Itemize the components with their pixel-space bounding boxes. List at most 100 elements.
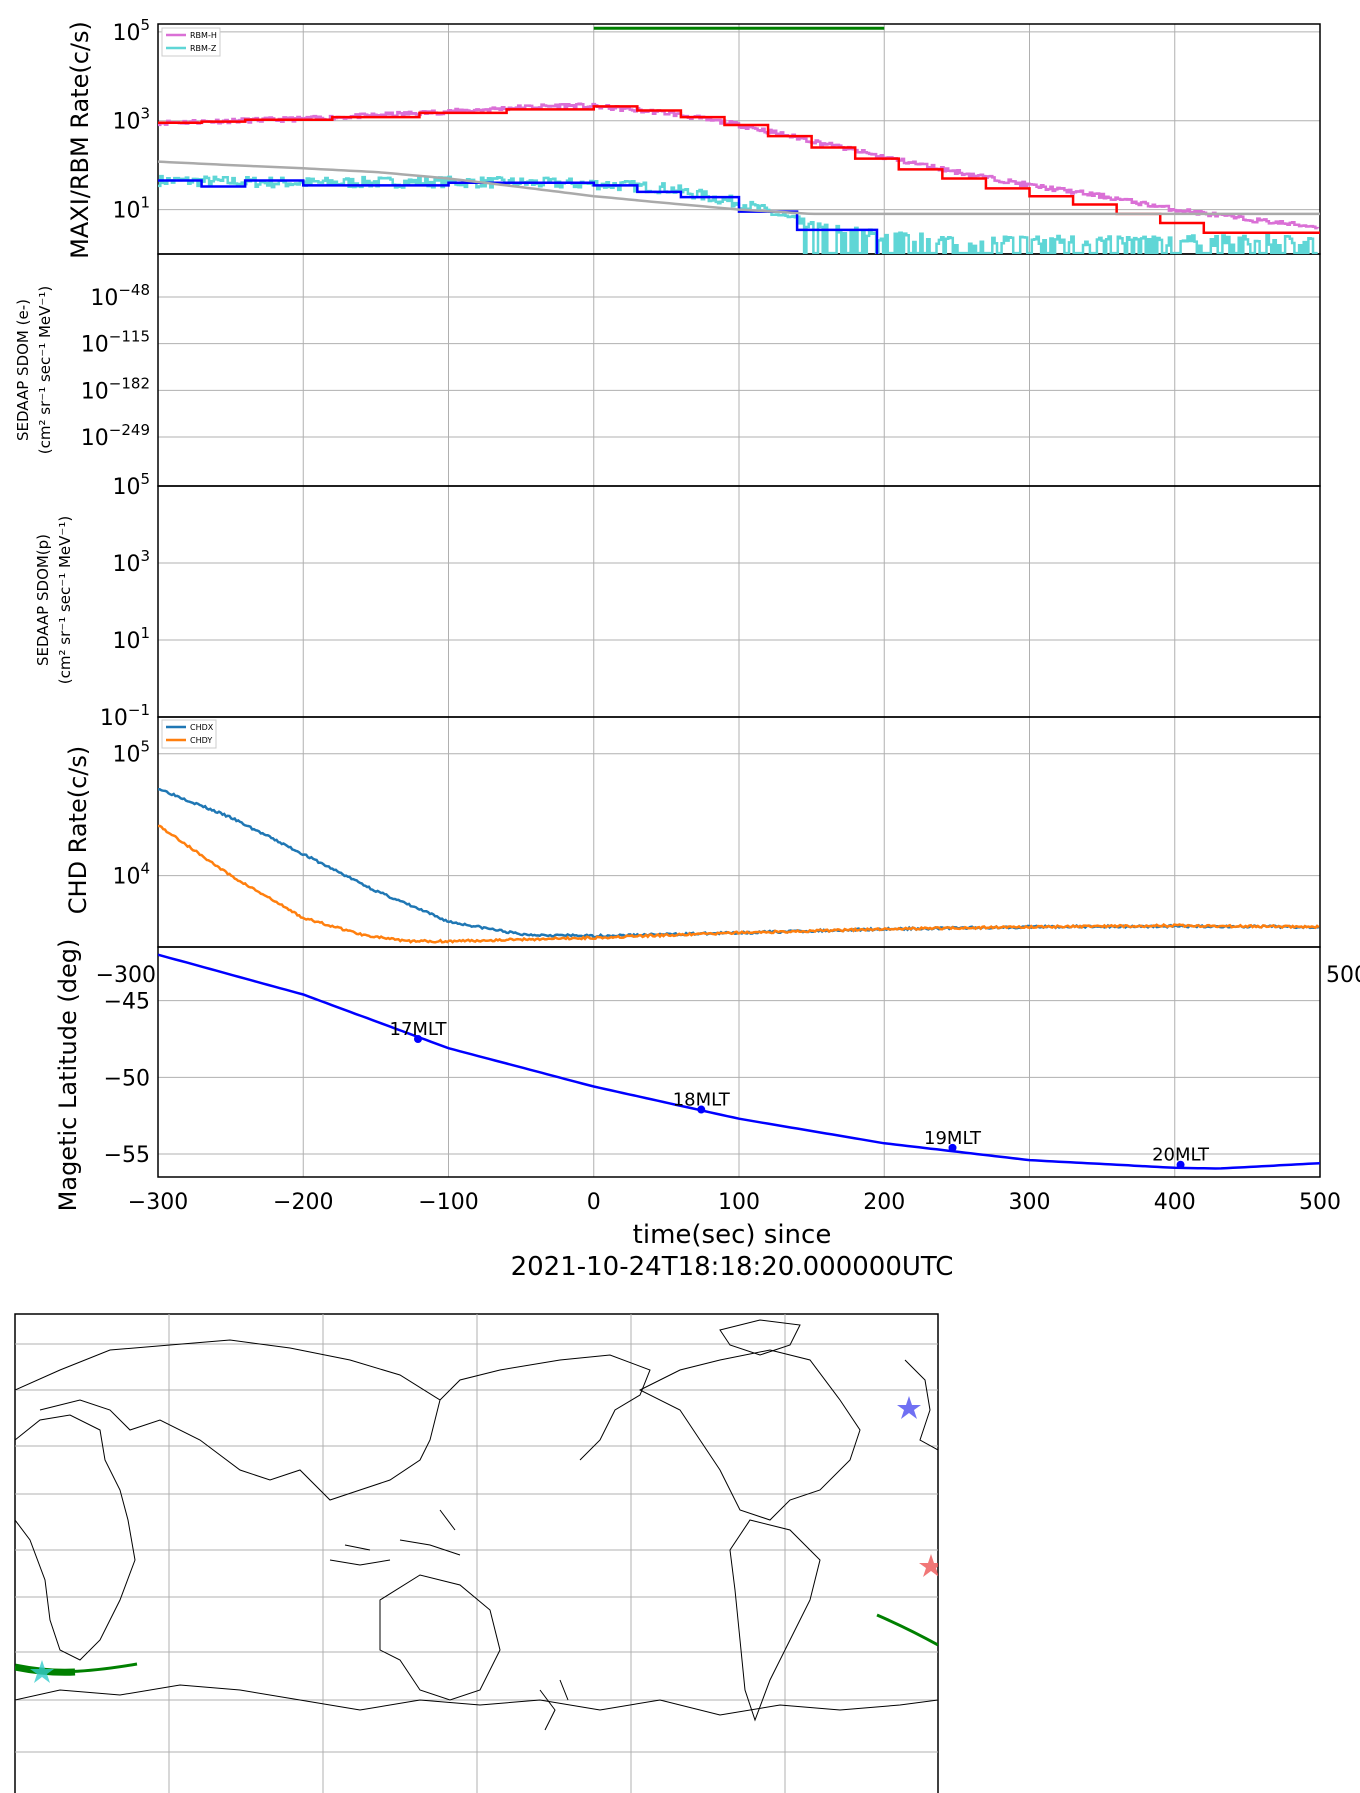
chd-ytick-label-exponent: 4: [140, 860, 150, 878]
orbit-track-right: [876, 1613, 938, 1647]
chd-ytick-label: 104: [112, 860, 150, 890]
xlabel-line2: 2021-10-24T18:18:20.000000UTC: [511, 1252, 954, 1282]
xtick-label: 100: [718, 1190, 760, 1215]
rbm-ytick-label: 101: [112, 194, 150, 224]
coast-newzealand: [539, 1679, 569, 1731]
chdy-line: [158, 824, 1320, 944]
tick-labels: 10110310510−4810−11510−18210−24910−11011…: [81, 16, 1360, 1215]
world-map: [14, 1313, 939, 1793]
sdom-e-ylabel-line2: (cm² sr⁻¹ sec⁻¹ MeV⁻¹): [36, 286, 54, 454]
sdom-p-ytick-label-exponent: 5: [140, 470, 150, 488]
coast-south-america: [729, 1519, 821, 1722]
sdom-e-ytick-label: 10−249: [81, 421, 150, 451]
maglat-ytick-label: −55: [104, 1143, 150, 1168]
sdom-p-ytick-label-base: 10: [112, 552, 140, 577]
maglat-panel-frame: [157, 946, 1321, 1178]
sdom-p-ytick-label: 103: [112, 547, 150, 577]
xtick-label: 400: [1154, 1190, 1196, 1215]
xtick-label: 500: [1299, 1190, 1341, 1215]
rbm-ytick-label-exponent: 1: [140, 194, 150, 212]
legend-label-rbm-h: RBM-H: [190, 31, 217, 40]
sdom-p-ylabel-line1: SEDAAP SDOM(p): [34, 534, 52, 666]
sdom-e-ytick-label-exponent: −48: [118, 281, 150, 299]
sdom-p-ytick-label: 10−1: [100, 701, 150, 731]
coast-asia-east: [439, 1354, 651, 1461]
sdom-p-ytick-label-base: 10: [112, 629, 140, 654]
sdom-e-ylabel-line1: SEDAAP SDOM (e-): [14, 299, 32, 441]
rbm-ytick-label: 105: [112, 16, 150, 46]
sdom-p-ytick-label-exponent: −1: [128, 701, 150, 719]
background-model-line: [158, 160, 1320, 216]
blue-star-icon: [897, 1396, 921, 1419]
sdom-p-ytick-label-base: 10: [112, 475, 140, 500]
xtick-label: −200: [273, 1190, 333, 1215]
rbm-z-line: [158, 174, 1318, 254]
sdom-e-ytick-label: 10−182: [81, 374, 150, 404]
rbm-ytick-label-exponent: 5: [140, 16, 150, 34]
sdom-e-ytick-label: 10−115: [81, 328, 150, 358]
panel-frames: [157, 23, 1321, 1178]
sdom-p-ytick-label-base: 10: [100, 706, 128, 731]
xtick-label: −300: [128, 1190, 188, 1215]
coast-australia: [379, 1574, 501, 1701]
mlt-marker-point: [413, 1035, 422, 1043]
xtick-label-partial: 500: [1326, 963, 1360, 988]
mlt-marker-point: [697, 1105, 706, 1114]
chdx-line: [158, 788, 1320, 939]
xtick-label: 200: [863, 1190, 905, 1215]
chd-ytick-label-base: 10: [112, 865, 140, 890]
chd-ytick-label: 105: [112, 738, 150, 768]
maglat-plot: 17MLT 18MLT 19MLT 20MLT: [158, 953, 1320, 1170]
chd-ytick-label-base: 10: [112, 743, 140, 768]
chd-ylabel: CHD Rate(c/s): [64, 746, 92, 914]
rbm-ytick-label-exponent: 3: [140, 105, 150, 123]
maglat-line: [158, 953, 1320, 1170]
rbm-ylabel: MAXI/RBM Rate(c/s): [66, 21, 94, 259]
maglat-ytick-label: −45: [104, 990, 150, 1015]
xtick-label-partial: −300: [96, 963, 156, 988]
mlt-annotation-label: 19MLT: [924, 1128, 982, 1149]
maglat-ylabel: Magetic Latitude (deg): [54, 939, 82, 1212]
coast-africa: [15, 1414, 136, 1661]
cyan-star-icon: [30, 1660, 54, 1683]
sdom-e-ytick-label-base: 10: [90, 286, 118, 311]
coastlines: [15, 1319, 938, 1731]
sdom-p-ytick-label: 105: [112, 470, 150, 500]
coast-greenland: [719, 1319, 801, 1356]
grid-lines: [158, 24, 1320, 1177]
map-stars: [30, 1396, 938, 1683]
xtick-label: 300: [1009, 1190, 1051, 1215]
coast-eurasia: [15, 1339, 441, 1501]
rbm-plot: [158, 26, 1320, 254]
sdom-e-ytick-label-exponent: −115: [109, 328, 150, 346]
chd-plot: [158, 788, 1320, 944]
legend-label-chdx: CHDX: [190, 723, 214, 732]
sdom-e-ytick-label-base: 10: [81, 333, 109, 358]
maglat-ytick-label: −50: [104, 1066, 150, 1091]
rbm-ytick-label-base: 10: [112, 110, 140, 135]
coast-antarctica: [15, 1684, 938, 1716]
legend-label-rbm-z: RBM-Z: [190, 44, 217, 53]
rbm-ytick-label-base: 10: [112, 199, 140, 224]
sdom-p-ytick-label: 101: [112, 624, 150, 654]
sdom-e-ytick-label-base: 10: [81, 379, 109, 404]
sdom-e-ytick-label-base: 10: [81, 426, 109, 451]
sdom-e-ytick-label-exponent: −182: [109, 374, 150, 392]
coast-indonesia: [329, 1509, 461, 1566]
coast-europe-west: [904, 1359, 938, 1451]
chd-legend: CHDX CHDY: [161, 719, 217, 749]
rbm-z-binned-line: [158, 179, 879, 254]
sdom-p-ytick-label-exponent: 3: [140, 547, 150, 565]
sdom-e-ytick-label-exponent: −249: [109, 421, 150, 439]
map-graticule: [15, 1314, 938, 1793]
sdom-p-ylabel-line2: (cm² sr⁻¹ sec⁻¹ MeV⁻¹): [56, 516, 74, 684]
xtick-label: −100: [418, 1190, 478, 1215]
rbm-ytick-label-base: 10: [112, 21, 140, 46]
rbm-h-binned-line: [158, 105, 1320, 235]
mlt-annotation-label: 17MLT: [390, 1019, 448, 1040]
rbm-ytick-label: 103: [112, 105, 150, 135]
coast-north-america: [638, 1349, 861, 1521]
mlt-annotation-label: 18MLT: [673, 1090, 731, 1111]
sdom-p-ytick-label-exponent: 1: [140, 624, 150, 642]
